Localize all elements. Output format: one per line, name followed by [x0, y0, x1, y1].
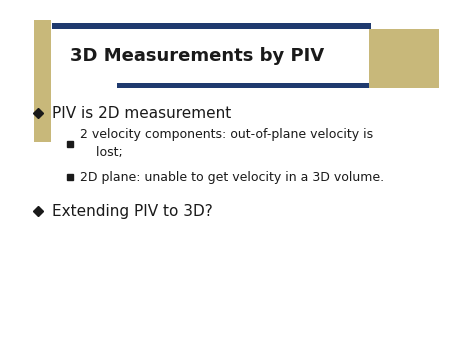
Text: PIV is 2D measurement: PIV is 2D measurement — [52, 106, 231, 121]
Text: 2 velocity components: out-of-plane velocity is
    lost;: 2 velocity components: out-of-plane velo… — [80, 128, 373, 160]
Text: 2D plane: unable to get velocity in a 3D volume.: 2D plane: unable to get velocity in a 3D… — [80, 171, 384, 184]
Bar — [369, 29, 439, 88]
Bar — [52, 23, 371, 29]
Bar — [117, 83, 369, 88]
Text: Extending PIV to 3D?: Extending PIV to 3D? — [52, 204, 212, 219]
Bar — [34, 20, 51, 142]
Text: 3D Measurements by PIV: 3D Measurements by PIV — [70, 47, 324, 65]
